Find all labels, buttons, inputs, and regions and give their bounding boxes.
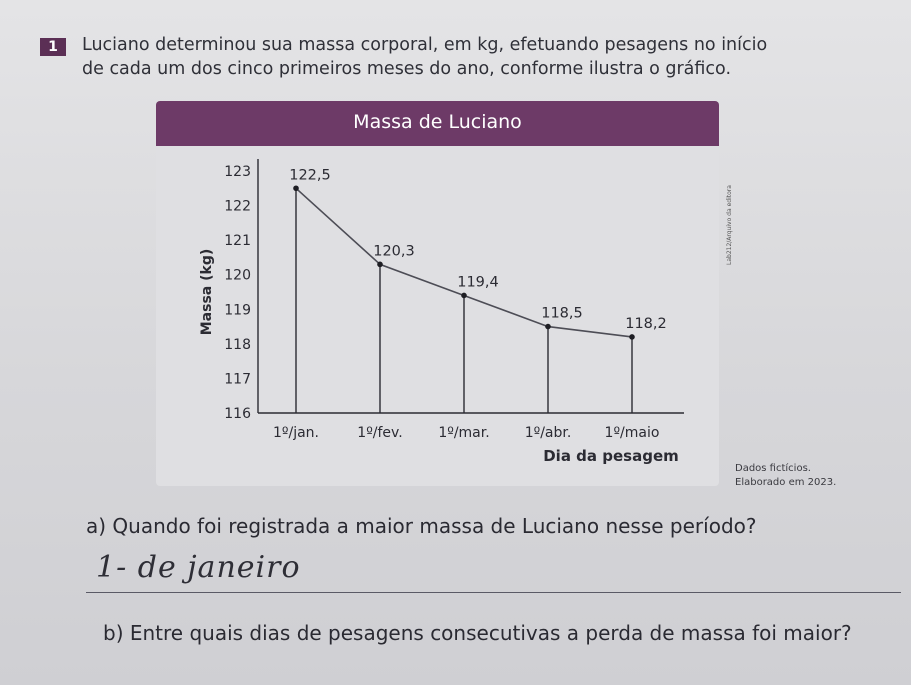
y-tick-label: 122 <box>224 199 251 215</box>
y-tick-label: 116 <box>224 406 251 422</box>
x-tick-label: 1º/jan. <box>273 425 319 441</box>
x-tick-label: 1º/abr. <box>525 425 572 441</box>
data-point <box>629 334 635 340</box>
question-intro: Luciano determinou sua massa corporal, e… <box>82 33 902 81</box>
image-credit: Lab212/Arquivo da editora <box>726 185 733 265</box>
chart-header: Massa de Luciano <box>156 101 719 146</box>
source-line-1: Dados fictícios. <box>735 463 811 474</box>
x-tick-label: 1º/mar. <box>438 425 489 441</box>
line-chart: 116 117 118 119 120 121 122 123 Massa (kg) 122,5 1… <box>199 159 684 465</box>
y-tick-label: 120 <box>224 268 251 284</box>
source-line-2: Elaborado em 2023. <box>735 477 837 488</box>
x-axis-title: Dia da pesagem <box>543 447 679 465</box>
data-label: 120,3 <box>373 243 415 259</box>
intro-line-1: Luciano determinou sua massa corporal, e… <box>82 35 768 55</box>
data-point <box>545 323 551 330</box>
x-tick-label: 1º/maio <box>605 425 660 441</box>
chart-source: Dados fictícios. Elaborado em 2023. <box>735 462 836 490</box>
data-label: 119,4 <box>457 274 499 290</box>
data-point <box>377 261 383 268</box>
x-tick-label: 1º/fev. <box>357 425 402 441</box>
chart-title: Massa de Luciano <box>353 111 522 133</box>
data-label: 118,2 <box>625 316 667 332</box>
data-label: 118,5 <box>541 306 583 322</box>
y-axis-title: Massa (kg) <box>199 249 215 336</box>
intro-line-2: de cada um dos cinco primeiros meses do … <box>82 59 732 79</box>
y-tick-label: 121 <box>224 233 251 249</box>
chart-panel: Massa de Luciano 116 117 118 119 120 121 122 12… <box>156 101 719 486</box>
question-b: b) Entre quais dias de pesagens consecut… <box>103 621 852 645</box>
y-tick-label: 123 <box>224 164 251 180</box>
handwritten-answer-a: 1- de janeiro <box>96 550 301 585</box>
y-tick-label: 118 <box>224 337 251 353</box>
data-label: 122,5 <box>289 167 331 183</box>
data-point <box>461 292 467 299</box>
question-number-badge: 1 <box>40 38 66 56</box>
y-tick-label: 117 <box>224 371 251 387</box>
answer-line-a[interactable] <box>86 592 901 593</box>
y-tick-label: 119 <box>224 302 251 318</box>
data-point <box>293 185 299 192</box>
question-a: a) Quando foi registrada a maior massa d… <box>86 514 757 538</box>
